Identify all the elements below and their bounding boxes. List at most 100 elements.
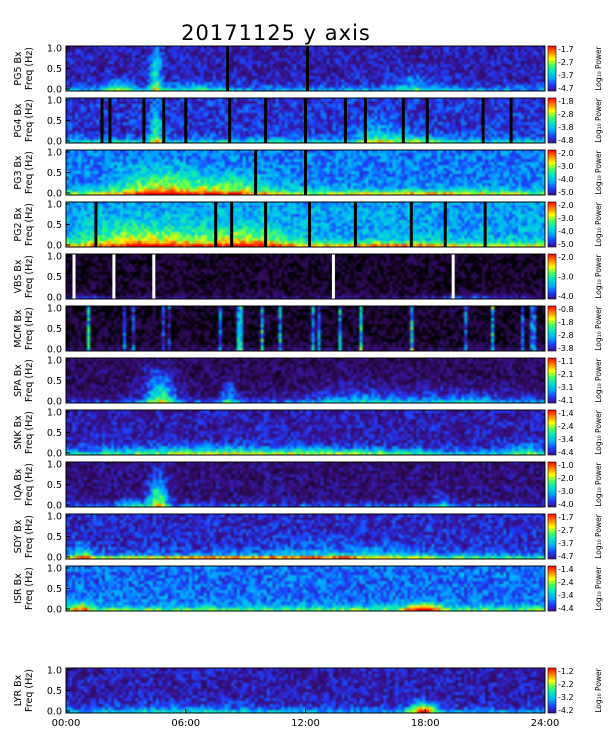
data-gap (481, 98, 485, 143)
y-station-label: LYR Bx (13, 674, 24, 706)
colorbar-tick-label: -2.4 (558, 422, 574, 431)
data-gap (108, 98, 112, 143)
y-station-label: PG5 Bx (13, 51, 24, 86)
colorbar-label: Log₁₀ Power (594, 513, 603, 558)
colorbar-tick-label: -4.0 (558, 227, 574, 236)
y-tick-label: 1.0 (47, 148, 62, 159)
y-station-label: MCM Bx (13, 309, 24, 348)
y-tick-label: 0.0 (47, 85, 62, 96)
panel-pg5: 1.0 0.5 0.0 PG5 Bx Freq (Hz) -1.7 -2.7 -3.7 -4.7… (13, 44, 603, 96)
colorbar-tick-label: -3.0 (558, 273, 574, 282)
colorbar-label: Log₁₀ Power (594, 357, 603, 402)
colorbar-label: Log₁₀ Power (594, 149, 603, 194)
y-station-label: PG2 Bx (13, 207, 24, 242)
y-tick-label: 1.0 (47, 564, 62, 575)
panel-mcm: 1.0 0.5 0.0 MCM Bx Freq (Hz) -0.8 -1.8 -2.8 -3.8… (13, 304, 603, 356)
colorbar-tick-label: -3.8 (558, 123, 574, 132)
data-gap (443, 202, 447, 247)
data-gap (230, 202, 234, 247)
x-tick-label: 18:00 (411, 718, 440, 729)
data-gap (331, 254, 335, 299)
y-freq-label: Freq (Hz) (24, 669, 35, 712)
y-tick-label: 0.0 (47, 397, 62, 408)
colorbar-tick-label: -2.1 (558, 370, 574, 379)
data-gap (451, 254, 455, 299)
colorbar-tick-label: -3.0 (558, 162, 574, 171)
y-tick-label: 1.0 (47, 408, 62, 419)
data-gap (162, 98, 166, 143)
y-station-label: SDY Bx (13, 519, 24, 553)
colorbar-tick-label: -2.2 (558, 680, 574, 689)
data-gap (509, 98, 513, 143)
x-tick-label: 24:00 (531, 718, 560, 729)
colorbar-tick-label: -3.8 (558, 344, 574, 353)
data-gap (409, 202, 413, 247)
colorbar-label: Log₁₀ Power (594, 97, 603, 142)
y-tick-label: 0.0 (47, 553, 62, 564)
spectrogram-image (66, 668, 545, 713)
panel-iqa: 1.0 0.5 0.0 IQA Bx Freq (Hz) -1.0 -2.0 -3.0 -4.0… (13, 460, 603, 512)
colorbar-tick-label: -1.8 (558, 318, 574, 327)
data-gap (305, 46, 309, 91)
data-gap (425, 98, 429, 143)
data-gap (254, 150, 258, 195)
colorbar (547, 149, 557, 196)
y-tick-label: 0.0 (47, 501, 62, 512)
spectrogram-image (66, 46, 545, 91)
y-freq-label: Freq (Hz) (24, 411, 35, 454)
colorbar-tick-label: -2.8 (558, 331, 574, 340)
panel-lyr: 1.0 0.5 0.0 LYR Bx Freq (Hz) -1.2 -2.2 -3.2 -4.2… (13, 666, 603, 718)
data-gap (112, 254, 116, 299)
y-tick-label: 1.0 (47, 252, 62, 263)
y-tick-label: 1.0 (47, 200, 62, 211)
y-tick-label: 1.0 (47, 96, 62, 107)
y-freq-label: Freq (Hz) (24, 515, 35, 558)
colorbar-label: Log₁₀ Power (594, 45, 603, 90)
colorbar-tick-label: -1.4 (558, 565, 574, 574)
colorbar-label: Log₁₀ Power (594, 461, 603, 506)
y-freq-label: Freq (Hz) (24, 463, 35, 506)
spectrogram-image (66, 254, 545, 299)
colorbar-tick-label: -4.1 (558, 396, 574, 405)
y-tick-label: 1.0 (47, 356, 62, 367)
colorbar (547, 357, 557, 404)
y-station-label: SNK Bx (13, 415, 24, 450)
data-gap (94, 202, 98, 247)
colorbar-tick-label: -1.0 (558, 461, 574, 470)
data-gap (228, 98, 232, 143)
colorbar-tick-label: -2.7 (558, 526, 574, 535)
y-station-label: VBS Bx (13, 259, 24, 293)
colorbar-tick-label: -4.0 (558, 500, 574, 509)
colorbar-tick-label: -4.2 (558, 706, 574, 715)
y-freq-label: Freq (Hz) (24, 255, 35, 298)
y-tick-label: 0.5 (47, 532, 62, 543)
y-tick-label: 0.0 (47, 241, 62, 252)
x-tick-label: 06:00 (171, 718, 200, 729)
panel-sdy: 1.0 0.5 0.0 SDY Bx Freq (Hz) -1.7 -2.7 -3.7 -4.7… (13, 512, 603, 564)
x-tick-label: 00:00 (52, 718, 81, 729)
panel-pg4: 1.0 0.5 0.0 PG4 Bx Freq (Hz) -1.8 -2.8 -3.8 -4.8… (13, 96, 603, 148)
y-tick-label: 1.0 (47, 460, 62, 471)
colorbar-label: Log₁₀ Power (594, 667, 603, 712)
spectrogram-image (66, 410, 545, 455)
data-gap (304, 150, 307, 195)
data-gap (363, 98, 367, 143)
figure-title: 20171125 y axis (181, 21, 371, 45)
data-gap (264, 202, 268, 247)
y-tick-label: 0.5 (47, 116, 62, 127)
y-tick-label: 0.0 (47, 189, 62, 200)
y-tick-label: 0.5 (47, 64, 62, 75)
colorbar-tick-label: -1.2 (558, 667, 574, 676)
colorbar-tick-label: -3.4 (558, 591, 574, 600)
x-tick-label: 12:00 (291, 718, 320, 729)
colorbar-tick-label: -1.1 (558, 357, 574, 366)
colorbar (547, 45, 557, 92)
y-freq-label: Freq (Hz) (24, 151, 35, 194)
colorbar-tick-label: -3.0 (558, 487, 574, 496)
y-tick-label: 0.5 (47, 220, 62, 231)
y-tick-label: 0.0 (47, 137, 62, 148)
panel-isr: 1.0 0.5 0.0 ISR Bx Freq (Hz) -1.4 -2.4 -3.4 -4.4… (13, 564, 603, 616)
colorbar-tick-label: -2.0 (558, 149, 574, 158)
